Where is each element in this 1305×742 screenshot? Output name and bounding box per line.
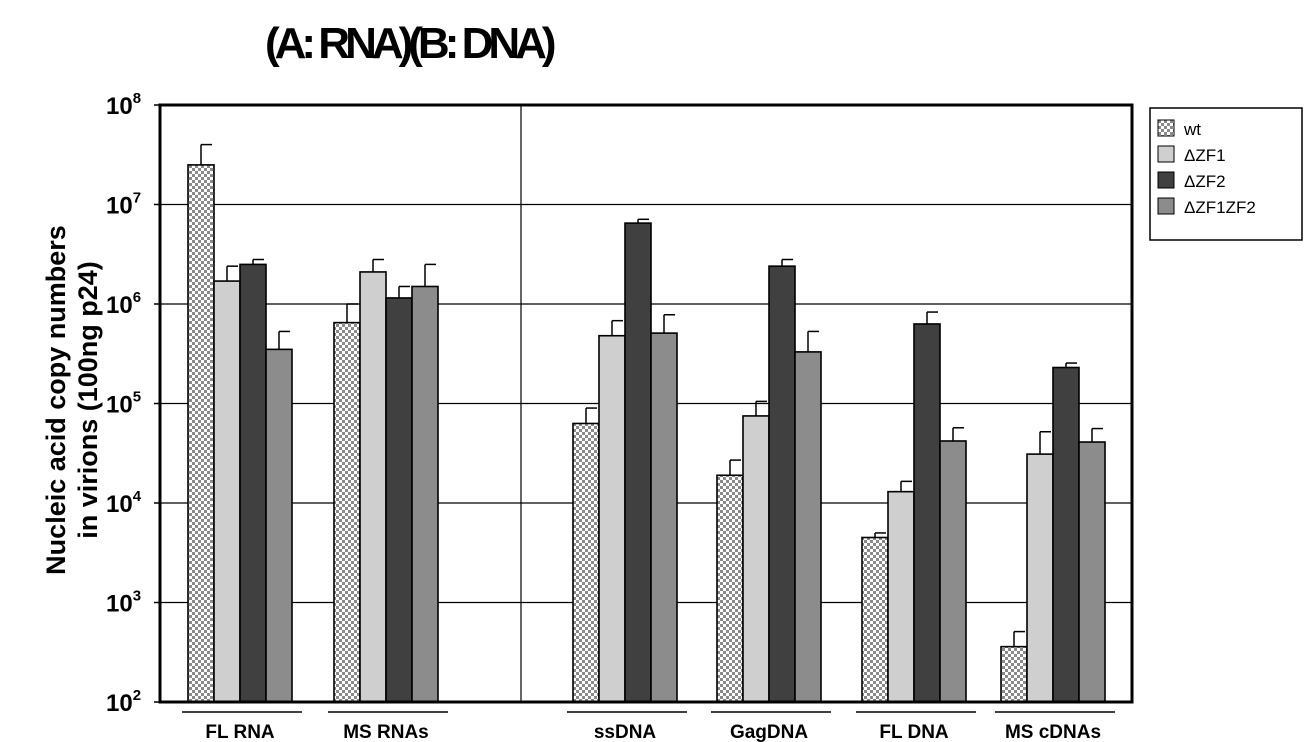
bar-fl-dna-1 [861,536,889,703]
bar-ssdna-2 [598,334,626,703]
bar-fl-dna-3 [913,323,941,703]
bar-ms-cdnas-2 [1026,453,1054,703]
bar-ms-rnas-4 [411,285,439,703]
bar-gagdna-3 [768,265,796,703]
category-label: ssDNA [594,722,657,742]
legend-label: ΔZF1ZF2 [1184,198,1256,217]
legend: wt ΔZF1 ΔZF2 ΔZF1ZF2 [1149,107,1303,241]
bar-fl-rna-2 [213,280,241,703]
error-bars [200,143,1103,647]
bar-ms-cdnas-1 [1000,645,1028,703]
legend-swatch [1157,197,1175,215]
bar-ms-rnas-2 [359,271,387,703]
y-tick-label: 103 [106,588,141,618]
bar-fl-dna-4 [939,440,967,703]
category-label: GagDNA [730,722,808,742]
bar-ms-cdnas-4 [1078,441,1106,703]
legend-label: ΔZF1 [1184,146,1226,165]
y-tick-labels: 102 103 104 105 106 107 108 [106,90,160,717]
bar-fl-dna-2 [887,490,915,703]
bar-gagdna-4 [794,351,822,703]
legend-swatch [1157,119,1175,137]
y-tick-label: 104 [106,488,142,518]
y-tick-label: 107 [106,190,141,220]
y-axis-label-line-1: Nucleic acid copy numbers [41,225,71,575]
y-tick-label: 102 [106,687,141,717]
y-tick-label: 106 [106,289,141,319]
bar-ms-rnas-1 [333,321,361,703]
legend-swatch [1157,145,1175,163]
legend-swatch [1157,171,1175,189]
bar-ssdna-4 [650,332,678,703]
legend-label: wt [1183,120,1201,139]
y-axis-label-line-2: in virions (100ng p24) [73,261,103,539]
bar-ssdna-1 [572,422,600,703]
chart-title: (A: RNA)(B: DNA) [265,19,555,68]
y-tick-label: 108 [106,90,141,120]
legend-label: ΔZF2 [1184,172,1226,191]
category-label: FL RNA [205,722,275,742]
legend-box [1149,107,1303,241]
bar-ms-rnas-3 [385,297,413,703]
category-label: MS cDNAs [1005,722,1101,742]
bar-gagdna-2 [742,415,770,703]
category-label: FL DNA [879,722,949,742]
bar-fl-rna-4 [265,348,293,703]
y-tick-label: 105 [106,389,141,419]
category-label: MS RNAs [343,722,429,742]
category-labels: FL RNA MS RNAs ssDNA GagDNA FL DNA MS cDNAs [182,711,1115,742]
bar-fl-rna-1 [187,164,215,703]
bars [187,164,1106,703]
bar-gagdna-1 [716,474,744,703]
bar-fl-rna-3 [239,263,267,703]
bar-ms-cdnas-3 [1052,366,1080,703]
bar-ssdna-3 [624,222,652,703]
